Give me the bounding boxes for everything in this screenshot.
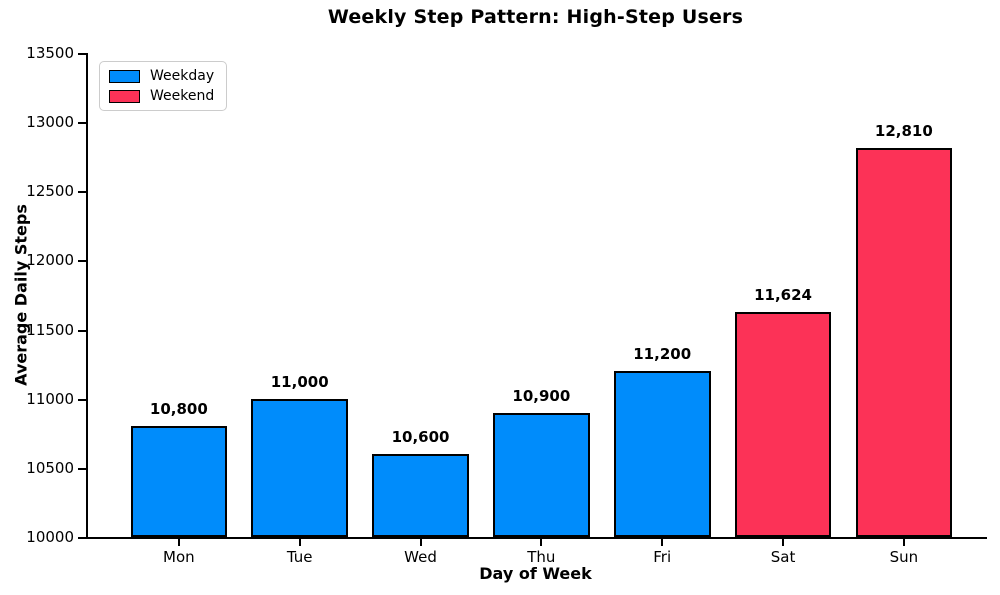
x-tick-mark <box>661 539 664 546</box>
legend-label-weekend: Weekend <box>150 88 215 104</box>
x-tick-mark <box>298 539 301 546</box>
bar-value-label: 12,810 <box>874 122 933 141</box>
x-tick-mark <box>419 539 422 546</box>
bar-sat <box>734 312 832 537</box>
y-tick-mark <box>78 260 86 263</box>
legend-entry-weekend: Weekend <box>109 89 214 103</box>
bar-fri <box>613 371 711 537</box>
legend-label-weekday: Weekday <box>150 68 215 84</box>
y-tick-mark <box>78 398 86 401</box>
legend-swatch-weekend <box>109 89 140 103</box>
x-tick-label-tue: Tue <box>286 548 313 566</box>
bar-value-label: 11,624 <box>754 286 812 305</box>
y-tick-label: 13500 <box>26 44 74 62</box>
y-tick-label: 11000 <box>26 389 74 408</box>
legend-swatch-weekday <box>109 69 140 83</box>
y-tick-label: 12500 <box>26 182 74 201</box>
plot-area: Weekday Weekend 10000 10500 11000 11500 1200… <box>26 44 987 566</box>
bar-value-label: 10,600 <box>391 428 450 447</box>
bar-value-label: 11,200 <box>633 345 692 364</box>
y-tick-mark <box>78 537 86 539</box>
y-tick-label: 11500 <box>26 320 74 339</box>
x-tick-label-thu: Thu <box>527 548 556 566</box>
y-tick-mark <box>78 329 86 332</box>
chart-title: Weekly Step Pattern: High-Step Users <box>327 6 744 28</box>
x-tick-label-mon: Mon <box>163 548 195 566</box>
bar-value-label: 10,800 <box>149 400 208 419</box>
bar-thu <box>493 412 590 537</box>
y-tick-label: 10500 <box>26 458 74 477</box>
legend: Weekday Weekend <box>99 61 228 111</box>
y-tick-label: 12000 <box>26 251 74 270</box>
x-tick-label-sun: Sun <box>889 548 919 566</box>
bar-value-label: 10,900 <box>512 386 571 405</box>
y-tick-mark <box>78 53 86 55</box>
bar-mon <box>130 426 228 537</box>
x-tick-mark <box>540 539 543 546</box>
bar-tue <box>251 398 349 537</box>
legend-entry-weekday: Weekday <box>109 69 214 83</box>
y-tick-mark <box>78 191 86 194</box>
y-tick-mark <box>78 467 86 470</box>
bar-wed <box>372 454 469 537</box>
bar-value-label: 11,000 <box>270 372 329 391</box>
x-axis-title: Day of Week <box>479 564 592 583</box>
y-tick-label: 13000 <box>26 113 74 132</box>
bar-sun <box>855 148 953 537</box>
x-tick-mark <box>902 539 905 546</box>
x-tick-mark <box>782 539 785 546</box>
y-tick-label: 10000 <box>26 528 74 546</box>
x-tick-label-fri: Fri <box>653 548 672 566</box>
x-tick-mark <box>177 539 180 546</box>
y-axis-title: Average Daily Steps <box>11 204 31 386</box>
x-tick-label-wed: Wed <box>404 548 437 566</box>
x-tick-label-sat: Sat <box>770 548 796 566</box>
y-tick-mark <box>78 122 86 125</box>
